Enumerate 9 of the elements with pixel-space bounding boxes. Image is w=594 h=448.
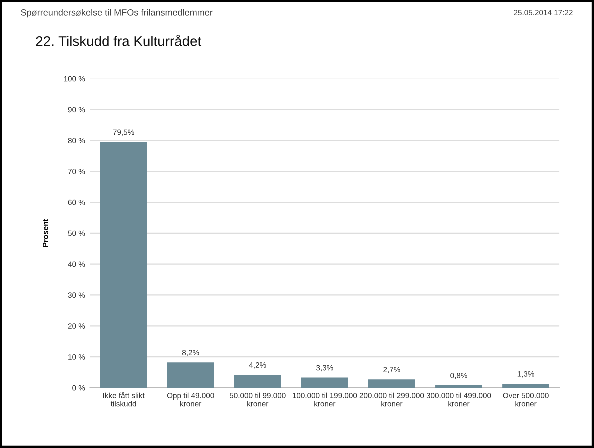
bar: [502, 384, 550, 388]
bar: [100, 142, 148, 388]
bar: [234, 374, 282, 388]
bar: [368, 380, 416, 388]
bar: [167, 362, 214, 388]
bar: [301, 378, 348, 388]
chart-title: 22. Tilskudd fra Kulturrådet: [36, 34, 202, 46]
bar: [436, 385, 482, 388]
text: Spørreundersøkelse til MFOs frilansmedlemmer: [21, 9, 213, 18]
